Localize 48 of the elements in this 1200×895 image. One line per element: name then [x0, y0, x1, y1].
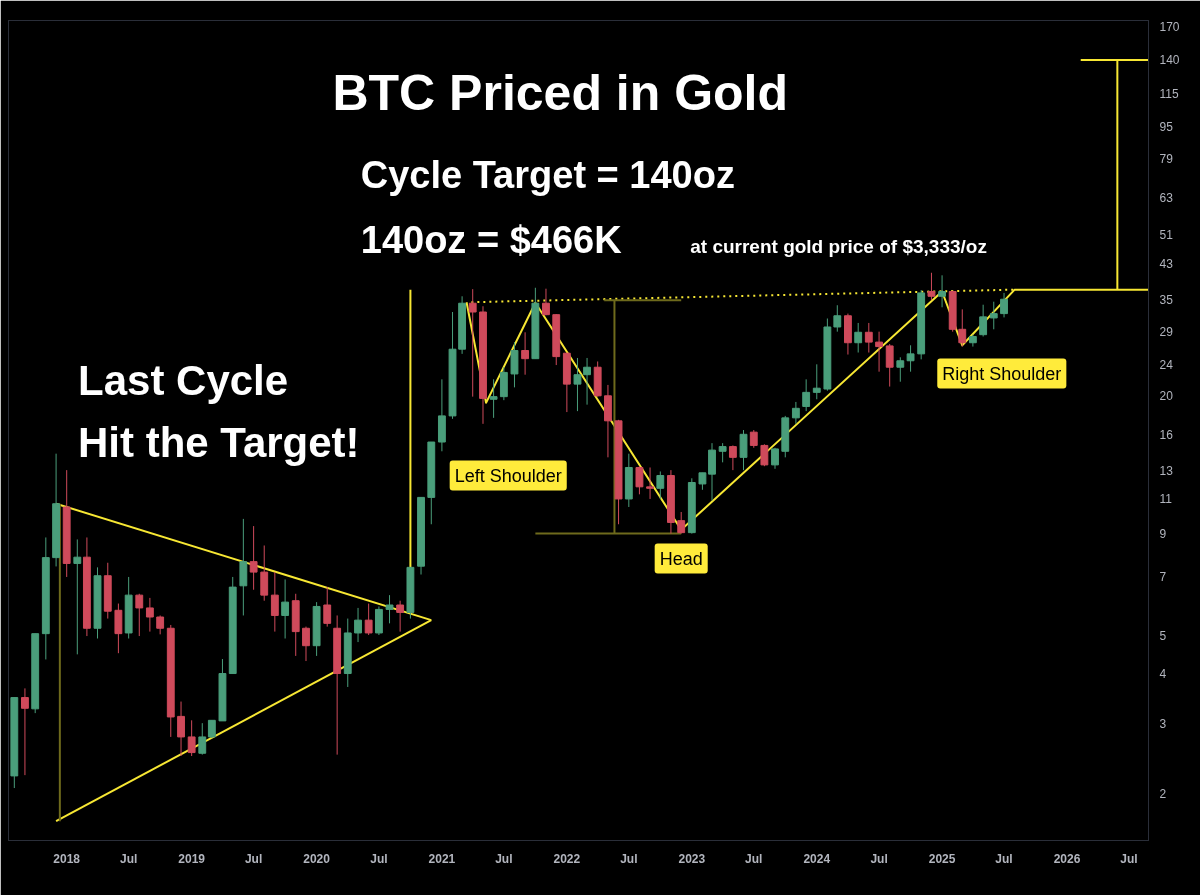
x-tick-label: 2022	[553, 851, 581, 866]
annotation: Head	[659, 548, 703, 569]
x-tick-label: 2026	[1053, 851, 1081, 866]
text: BTC Priced in Gold	[332, 64, 789, 121]
y-tick-label: 79	[1159, 152, 1174, 167]
x-tick-label: Jul	[119, 851, 138, 866]
y-tick-label: 5	[1159, 628, 1167, 643]
y-tick-label: 51	[1159, 227, 1174, 242]
y-tick-label: 4	[1159, 667, 1167, 682]
y-tick-label: 9	[1159, 527, 1167, 542]
x-tick-label: 2020	[303, 851, 331, 866]
annotation: Cycle Target = 140oz	[360, 154, 735, 197]
y-tick-label: 170	[1159, 19, 1180, 34]
annotation: at current gold price of $3,333/oz	[690, 236, 987, 258]
y-tick-label: 3	[1159, 716, 1167, 731]
annotation: Last Cycle	[78, 356, 289, 404]
x-tick-label: Jul	[244, 851, 263, 866]
y-tick-label: 115	[1159, 87, 1179, 102]
x-tick-label: Jul	[870, 851, 888, 866]
x-tick-label: Jul	[995, 851, 1013, 866]
x-tick-label: Jul	[1120, 851, 1138, 866]
y-tick-label: 35	[1159, 292, 1174, 307]
x-tick-label: Jul	[370, 851, 388, 866]
x-tick-label: 2023	[678, 851, 706, 866]
y-tick-label: 63	[1159, 191, 1174, 206]
annotation: Right Shoulder	[942, 363, 1062, 384]
annotation: Hit the Target!	[78, 419, 360, 467]
y-tick-label: 2	[1159, 786, 1167, 801]
x-tick-label: 2021	[428, 851, 456, 866]
y-tick-label: 16	[1159, 427, 1174, 442]
y-tick-label: 13	[1159, 463, 1174, 478]
annotation: Left Shoulder	[454, 465, 562, 486]
x-tick-label: 2025	[928, 851, 956, 866]
y-tick-label: 7	[1159, 570, 1167, 585]
y-tick-label: 43	[1159, 257, 1174, 272]
x-tick-label: Jul	[745, 851, 763, 866]
y-tick-label: 24	[1159, 357, 1174, 372]
x-tick-label: 2019	[178, 851, 206, 866]
x-tick-label: Jul	[495, 851, 513, 866]
y-tick-label: 20	[1159, 389, 1174, 404]
annotation: 140oz = $466K	[360, 219, 623, 262]
y-tick-label: 29	[1159, 325, 1174, 340]
x-tick-label: Jul	[620, 851, 638, 866]
y-tick-label: 11	[1159, 492, 1173, 507]
y-tick-label: 140	[1159, 53, 1180, 68]
y-tick-label: 95	[1159, 120, 1174, 135]
x-tick-label: 2018	[53, 851, 81, 866]
x-tick-label: 2024	[803, 851, 831, 866]
